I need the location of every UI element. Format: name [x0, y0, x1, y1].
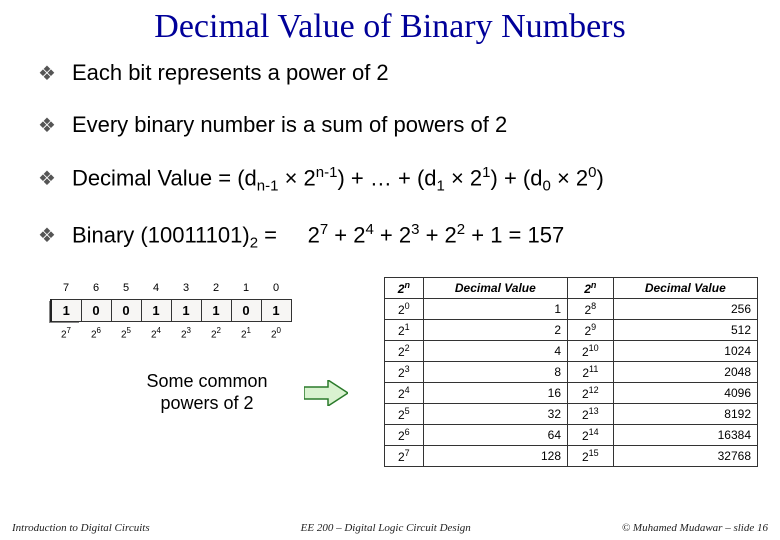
bullet-1-text: Each bit represents a power of 2 [72, 60, 742, 86]
t: 2 [308, 222, 320, 247]
bit-index-row: 76543210 [51, 277, 291, 299]
diamond-icon: ❖ [38, 169, 56, 189]
table-row: 266421416384 [385, 425, 758, 446]
t: × 2 [445, 165, 482, 190]
t: ) [596, 165, 603, 190]
col-decimal: Decimal Value [613, 278, 757, 299]
bit-power-row: 2726252423222120 [51, 321, 291, 343]
t: 1 [482, 164, 490, 181]
col-2n: 2n [568, 278, 614, 299]
bullet-3: ❖ Decimal Value = (dn-1 × 2n-1) + … + (d… [38, 164, 742, 195]
t: 4 [365, 221, 373, 238]
t: 2 [457, 221, 465, 238]
t: 0 [542, 178, 550, 195]
t: n-1 [257, 178, 279, 195]
slide-title: Decimal Value of Binary Numbers [0, 0, 780, 60]
table-row: 20128256 [385, 299, 758, 320]
diamond-icon: ❖ [38, 226, 56, 246]
bullet-2: ❖ Every binary number is a sum of powers… [38, 112, 742, 138]
t: + 2 [328, 222, 365, 247]
arrow-right-icon [304, 380, 348, 406]
bit-value-row: 10011101 [51, 299, 291, 321]
table-row: 2242101024 [385, 341, 758, 362]
t: + 2 [419, 222, 456, 247]
t: 2 [250, 234, 258, 251]
diamond-icon: ❖ [38, 64, 56, 84]
t: Binary (10011101) [72, 222, 250, 247]
table-row: 24162124096 [385, 383, 758, 404]
footer-right: © Muhamed Mudawar – slide 16 [622, 522, 768, 534]
t: ) + … + (d [337, 165, 436, 190]
bullet-1: ❖ Each bit represents a power of 2 [38, 60, 742, 86]
bullet-3-text: Decimal Value = (dn-1 × 2n-1) + … + (d1 … [72, 164, 742, 195]
col-2n: 2n [385, 278, 424, 299]
powers-of-2-table: 2n Decimal Value 2n Decimal Value 201282… [384, 277, 758, 467]
t: 1 [437, 178, 445, 195]
t: × 2 [551, 165, 588, 190]
t: + 2 [374, 222, 411, 247]
bullet-4: ❖ Binary (10011101)2 = 27 + 24 + 23 + 22… [38, 221, 742, 252]
col-decimal: Decimal Value [423, 278, 567, 299]
t: 7 [320, 221, 328, 238]
bullet-4-text: Binary (10011101)2 = 27 + 24 + 23 + 22 +… [72, 221, 742, 252]
table-row: 21229512 [385, 320, 758, 341]
table-row: 2382112048 [385, 362, 758, 383]
footer-mid: EE 200 – Digital Logic Circuit Design [301, 522, 471, 534]
t: Decimal Value = (d [72, 165, 257, 190]
t: ) + (d [491, 165, 543, 190]
t: + 1 = 157 [465, 222, 564, 247]
table-row: 25322138192 [385, 404, 758, 425]
footer-left: Introduction to Digital Circuits [12, 522, 150, 534]
bullet-2-text: Every binary number is a sum of powers o… [72, 112, 742, 138]
bit-index-table: 76543210 10011101 2726252423222120 [50, 277, 348, 343]
powers-caption: Some commonpowers of 2 [122, 371, 292, 414]
table-row: 2712821532768 [385, 446, 758, 467]
t: = [258, 222, 277, 247]
t: n-1 [316, 164, 338, 181]
t: × 2 [278, 165, 315, 190]
slide-footer: Introduction to Digital Circuits EE 200 … [0, 522, 780, 534]
diamond-icon: ❖ [38, 116, 56, 136]
